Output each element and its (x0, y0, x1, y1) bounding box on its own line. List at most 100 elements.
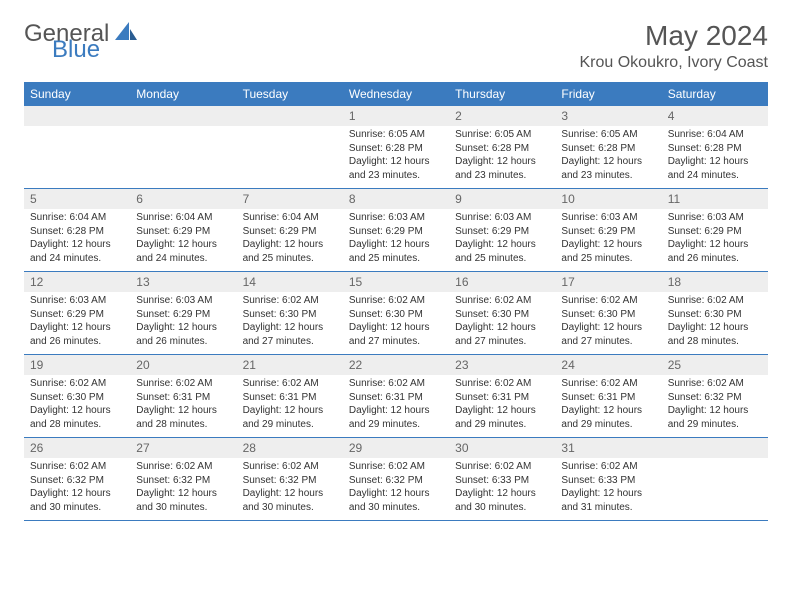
sunrise-line: Sunrise: 6:02 AM (349, 294, 443, 308)
sunset-line: Sunset: 6:28 PM (30, 225, 124, 239)
sunrise-line: Sunrise: 6:04 AM (30, 211, 124, 225)
day-content: Sunrise: 6:03 AMSunset: 6:29 PMDaylight:… (130, 292, 236, 352)
sunset-line: Sunset: 6:29 PM (455, 225, 549, 239)
day-content: Sunrise: 6:04 AMSunset: 6:29 PMDaylight:… (237, 209, 343, 269)
calendar-body: 1Sunrise: 6:05 AMSunset: 6:28 PMDaylight… (24, 106, 768, 521)
day-number: 4 (662, 106, 768, 126)
sunset-line: Sunset: 6:31 PM (349, 391, 443, 405)
daylight-line: Daylight: 12 hours and 25 minutes. (561, 238, 655, 265)
daylight-line: Daylight: 12 hours and 23 minutes. (561, 155, 655, 182)
day-cell: 11Sunrise: 6:03 AMSunset: 6:29 PMDayligh… (662, 189, 768, 271)
sunset-line: Sunset: 6:32 PM (136, 474, 230, 488)
day-content: Sunrise: 6:02 AMSunset: 6:31 PMDaylight:… (237, 375, 343, 435)
daylight-line: Daylight: 12 hours and 25 minutes. (243, 238, 337, 265)
sunset-line: Sunset: 6:28 PM (561, 142, 655, 156)
sunset-line: Sunset: 6:31 PM (455, 391, 549, 405)
sunrise-line: Sunrise: 6:03 AM (561, 211, 655, 225)
day-number: 11 (662, 189, 768, 209)
day-cell: 18Sunrise: 6:02 AMSunset: 6:30 PMDayligh… (662, 272, 768, 354)
sunrise-line: Sunrise: 6:03 AM (136, 294, 230, 308)
day-number: 9 (449, 189, 555, 209)
day-number: 28 (237, 438, 343, 458)
sunrise-line: Sunrise: 6:02 AM (243, 294, 337, 308)
sunset-line: Sunset: 6:33 PM (455, 474, 549, 488)
sunrise-line: Sunrise: 6:05 AM (349, 128, 443, 142)
day-cell: 10Sunrise: 6:03 AMSunset: 6:29 PMDayligh… (555, 189, 661, 271)
day-cell (24, 106, 130, 188)
sunset-line: Sunset: 6:32 PM (243, 474, 337, 488)
sunrise-line: Sunrise: 6:03 AM (30, 294, 124, 308)
day-number: 14 (237, 272, 343, 292)
day-cell: 15Sunrise: 6:02 AMSunset: 6:30 PMDayligh… (343, 272, 449, 354)
day-cell: 22Sunrise: 6:02 AMSunset: 6:31 PMDayligh… (343, 355, 449, 437)
day-cell: 1Sunrise: 6:05 AMSunset: 6:28 PMDaylight… (343, 106, 449, 188)
logo-blue-text: Blue (52, 36, 100, 63)
daylight-line: Daylight: 12 hours and 28 minutes. (136, 404, 230, 431)
sunset-line: Sunset: 6:29 PM (243, 225, 337, 239)
day-cell (237, 106, 343, 188)
day-cell: 19Sunrise: 6:02 AMSunset: 6:30 PMDayligh… (24, 355, 130, 437)
sunset-line: Sunset: 6:29 PM (136, 308, 230, 322)
daylight-line: Daylight: 12 hours and 29 minutes. (561, 404, 655, 431)
daylight-line: Daylight: 12 hours and 25 minutes. (455, 238, 549, 265)
day-number: 25 (662, 355, 768, 375)
day-cell: 2Sunrise: 6:05 AMSunset: 6:28 PMDaylight… (449, 106, 555, 188)
sunset-line: Sunset: 6:30 PM (349, 308, 443, 322)
day-number: 6 (130, 189, 236, 209)
day-content: Sunrise: 6:02 AMSunset: 6:32 PMDaylight:… (237, 458, 343, 518)
daylight-line: Daylight: 12 hours and 26 minutes. (668, 238, 762, 265)
calendar-header-row: Sunday Monday Tuesday Wednesday Thursday… (24, 82, 768, 106)
day-cell: 23Sunrise: 6:02 AMSunset: 6:31 PMDayligh… (449, 355, 555, 437)
day-cell: 21Sunrise: 6:02 AMSunset: 6:31 PMDayligh… (237, 355, 343, 437)
daylight-line: Daylight: 12 hours and 27 minutes. (349, 321, 443, 348)
day-cell: 30Sunrise: 6:02 AMSunset: 6:33 PMDayligh… (449, 438, 555, 520)
day-content: Sunrise: 6:05 AMSunset: 6:28 PMDaylight:… (449, 126, 555, 186)
day-header-wed: Wednesday (343, 82, 449, 106)
sunrise-line: Sunrise: 6:02 AM (561, 294, 655, 308)
day-content: Sunrise: 6:04 AMSunset: 6:28 PMDaylight:… (24, 209, 130, 269)
day-cell: 28Sunrise: 6:02 AMSunset: 6:32 PMDayligh… (237, 438, 343, 520)
sunset-line: Sunset: 6:30 PM (561, 308, 655, 322)
sunrise-line: Sunrise: 6:02 AM (349, 460, 443, 474)
day-content: Sunrise: 6:03 AMSunset: 6:29 PMDaylight:… (555, 209, 661, 269)
sunset-line: Sunset: 6:30 PM (243, 308, 337, 322)
daylight-line: Daylight: 12 hours and 23 minutes. (349, 155, 443, 182)
day-cell: 3Sunrise: 6:05 AMSunset: 6:28 PMDaylight… (555, 106, 661, 188)
day-content: Sunrise: 6:02 AMSunset: 6:32 PMDaylight:… (130, 458, 236, 518)
sunset-line: Sunset: 6:32 PM (30, 474, 124, 488)
sunrise-line: Sunrise: 6:02 AM (30, 377, 124, 391)
day-header-fri: Friday (555, 82, 661, 106)
day-cell: 5Sunrise: 6:04 AMSunset: 6:28 PMDaylight… (24, 189, 130, 271)
daylight-line: Daylight: 12 hours and 24 minutes. (30, 238, 124, 265)
daylight-line: Daylight: 12 hours and 26 minutes. (136, 321, 230, 348)
daylight-line: Daylight: 12 hours and 24 minutes. (136, 238, 230, 265)
day-content: Sunrise: 6:02 AMSunset: 6:31 PMDaylight:… (449, 375, 555, 435)
calendar-page: General May 2024 Krou Okoukro, Ivory Coa… (0, 0, 792, 541)
day-number-empty (24, 106, 130, 126)
day-number: 21 (237, 355, 343, 375)
day-content: Sunrise: 6:04 AMSunset: 6:29 PMDaylight:… (130, 209, 236, 269)
sunset-line: Sunset: 6:29 PM (349, 225, 443, 239)
day-content: Sunrise: 6:02 AMSunset: 6:33 PMDaylight:… (449, 458, 555, 518)
day-number: 24 (555, 355, 661, 375)
daylight-line: Daylight: 12 hours and 28 minutes. (668, 321, 762, 348)
day-content: Sunrise: 6:02 AMSunset: 6:30 PMDaylight:… (24, 375, 130, 435)
sunset-line: Sunset: 6:31 PM (243, 391, 337, 405)
sunrise-line: Sunrise: 6:02 AM (243, 460, 337, 474)
day-number: 13 (130, 272, 236, 292)
day-number: 1 (343, 106, 449, 126)
day-content: Sunrise: 6:02 AMSunset: 6:30 PMDaylight:… (555, 292, 661, 352)
sunrise-line: Sunrise: 6:02 AM (136, 377, 230, 391)
day-content: Sunrise: 6:03 AMSunset: 6:29 PMDaylight:… (662, 209, 768, 269)
daylight-line: Daylight: 12 hours and 30 minutes. (30, 487, 124, 514)
sunrise-line: Sunrise: 6:02 AM (455, 377, 549, 391)
day-cell: 27Sunrise: 6:02 AMSunset: 6:32 PMDayligh… (130, 438, 236, 520)
day-cell (662, 438, 768, 520)
daylight-line: Daylight: 12 hours and 23 minutes. (455, 155, 549, 182)
sunset-line: Sunset: 6:32 PM (668, 391, 762, 405)
daylight-line: Daylight: 12 hours and 30 minutes. (349, 487, 443, 514)
daylight-line: Daylight: 12 hours and 29 minutes. (668, 404, 762, 431)
day-content: Sunrise: 6:03 AMSunset: 6:29 PMDaylight:… (343, 209, 449, 269)
daylight-line: Daylight: 12 hours and 29 minutes. (349, 404, 443, 431)
day-number: 18 (662, 272, 768, 292)
